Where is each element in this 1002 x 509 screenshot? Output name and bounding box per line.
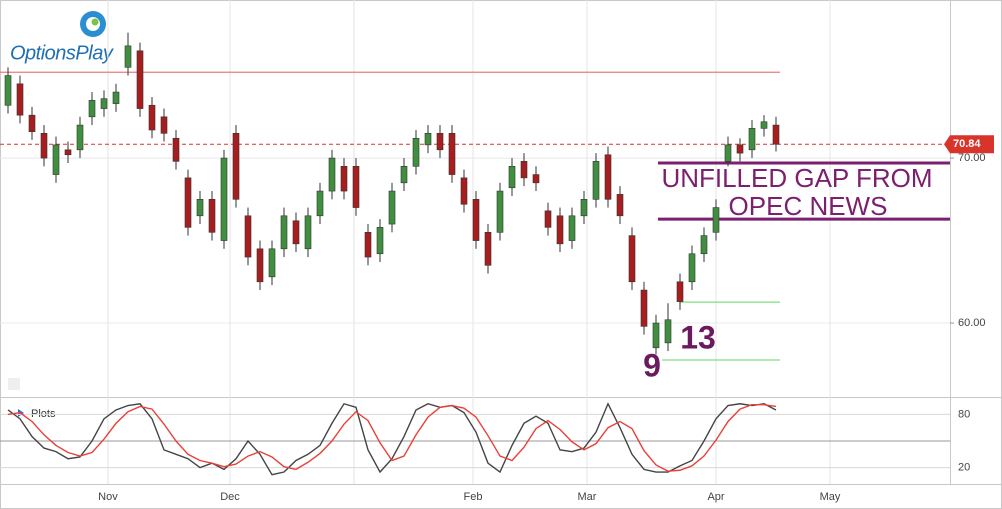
annotation: UNFILLED GAP FROM bbox=[661, 163, 932, 193]
x-tick-label: Nov bbox=[98, 491, 118, 503]
candle-body bbox=[64, 149, 72, 156]
candle-body bbox=[688, 253, 696, 283]
candle-body bbox=[304, 215, 312, 250]
candle-body bbox=[16, 83, 24, 116]
candle-body bbox=[148, 104, 156, 131]
x-tick-label: May bbox=[820, 491, 841, 503]
candle-body bbox=[736, 144, 744, 154]
candle-body bbox=[100, 98, 108, 109]
candle-body bbox=[436, 133, 444, 151]
candle-body bbox=[424, 133, 432, 146]
candle-body bbox=[4, 75, 12, 106]
candle-body bbox=[640, 289, 648, 327]
candle-body bbox=[676, 281, 684, 302]
logo-text: OptionsPlay bbox=[10, 42, 114, 64]
candle-body bbox=[460, 177, 468, 205]
candle-body bbox=[532, 174, 540, 184]
candle-body bbox=[244, 215, 252, 258]
candle-body bbox=[412, 137, 420, 167]
candle-body bbox=[724, 144, 732, 162]
logo-icon-dot bbox=[91, 18, 99, 26]
osc-tick-label: 80 bbox=[958, 408, 970, 420]
candle-body bbox=[364, 232, 372, 258]
candle-body bbox=[376, 227, 384, 255]
candle-body bbox=[508, 166, 516, 189]
candle-body bbox=[232, 133, 240, 200]
candle-body bbox=[580, 199, 588, 217]
y-tick-label: 60.00 bbox=[958, 317, 986, 329]
candle-body bbox=[196, 199, 204, 217]
candle-body bbox=[208, 199, 216, 233]
annotation: OPEC NEWS bbox=[729, 191, 888, 221]
osc-line bbox=[7, 403, 777, 472]
candle-body bbox=[544, 210, 552, 228]
candle-body bbox=[520, 161, 528, 179]
candle-body bbox=[40, 133, 48, 159]
candle-body bbox=[400, 166, 408, 184]
osc-line bbox=[7, 402, 777, 476]
candle-body bbox=[28, 114, 36, 132]
candle-body bbox=[88, 100, 96, 118]
annotation: 9 bbox=[643, 347, 661, 383]
last-price-label: 70.84 bbox=[953, 138, 981, 150]
candle-body bbox=[268, 248, 276, 278]
candle-body bbox=[280, 215, 288, 250]
candle-body bbox=[352, 166, 360, 208]
candle-body bbox=[448, 133, 456, 175]
panel-handle[interactable] bbox=[8, 378, 20, 390]
candle-body bbox=[388, 190, 396, 225]
x-tick-label: Dec bbox=[220, 491, 240, 503]
candle-body bbox=[76, 124, 84, 151]
candle-body bbox=[328, 157, 336, 192]
candle-body bbox=[484, 232, 492, 266]
candle-body bbox=[112, 91, 120, 104]
candle-body bbox=[256, 248, 264, 283]
candle-body bbox=[136, 50, 144, 109]
candle-body bbox=[568, 215, 576, 241]
candle-body bbox=[472, 199, 480, 241]
candle-body bbox=[220, 157, 228, 241]
annotation: 13 bbox=[680, 319, 716, 355]
candle-body bbox=[124, 45, 132, 68]
candle-body bbox=[664, 319, 672, 344]
candle-body bbox=[52, 144, 60, 175]
candle-body bbox=[700, 235, 708, 255]
candle-body bbox=[316, 190, 324, 217]
candle-body bbox=[172, 137, 180, 162]
logo: OptionsPlay bbox=[10, 11, 114, 64]
osc-tick-label: 20 bbox=[958, 462, 970, 474]
candle-body bbox=[616, 194, 624, 217]
candle-body bbox=[496, 190, 504, 233]
x-tick-label: Apr bbox=[707, 491, 724, 503]
candle-body bbox=[292, 220, 300, 245]
candle-body bbox=[760, 121, 768, 129]
candle-body bbox=[556, 215, 564, 245]
x-tick-label: Mar bbox=[578, 491, 597, 503]
candle-body bbox=[652, 322, 660, 349]
candle-body bbox=[340, 166, 348, 192]
x-tick-label: Feb bbox=[464, 491, 483, 503]
candle-body bbox=[628, 235, 636, 283]
candle-body bbox=[748, 128, 756, 151]
candle-body bbox=[772, 124, 780, 145]
candle-body bbox=[712, 207, 720, 233]
last-price-tag bbox=[944, 135, 994, 154]
candle-body bbox=[592, 161, 600, 200]
candle-body bbox=[184, 177, 192, 228]
candle-body bbox=[604, 154, 612, 200]
candle-body bbox=[160, 116, 168, 134]
y-tick-label: 70.00 bbox=[958, 152, 986, 164]
